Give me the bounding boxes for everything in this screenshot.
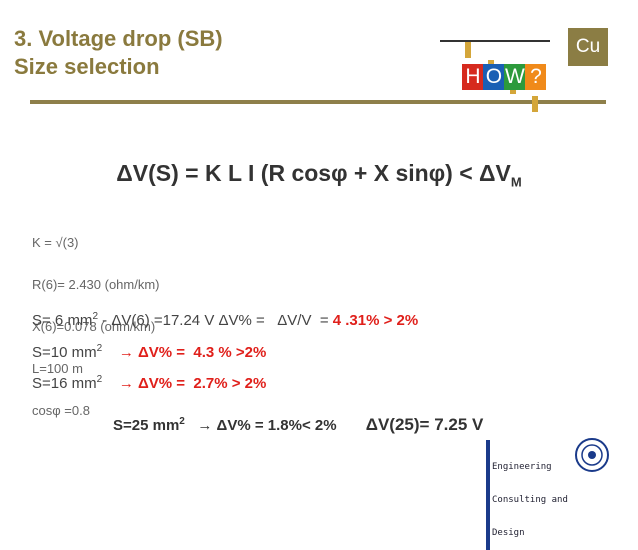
extra: ΔV(25)= 7.25 V [365, 415, 484, 434]
formula-main: ΔV(S) = K L I (R cosφ + X sinφ) < ΔV [116, 160, 511, 186]
result: S= 6 mm2 - ΔV(6) =17.24 V ΔV% = ΔV/V = 4… [32, 311, 418, 329]
footer-line: Design [492, 528, 525, 538]
footer-logo: Engineering Consulting and Design [486, 440, 568, 550]
logo-line [440, 40, 550, 42]
seal [575, 438, 609, 472]
formula-sub: M [510, 174, 522, 190]
title: 3. Voltage drop (SB) [14, 26, 223, 51]
parameter: R(6)= 2.430 (ohm/km) [32, 277, 160, 292]
logo: H O W? [458, 46, 547, 90]
footer-line: Consulting and [492, 495, 568, 505]
result-text: - ΔV(6) =17.24 V ΔV% = ΔV/V = [98, 312, 333, 329]
parameter: L=100 m [32, 361, 83, 376]
parameters: K = √(3) R(6)= 2.430 (ohm/km) X(6)=0.078… [32, 208, 160, 432]
slide: 3. Voltage drop (SB) Size selection H O W?… [0, 26, 638, 550]
badge: Cu [568, 28, 608, 66]
result-text: → ΔV% = 1.8%< 2% [197, 417, 337, 434]
logo-letter: ? [525, 64, 547, 90]
result: S=10 mm2 → ΔV% = 4.3 % >2% [32, 343, 266, 361]
size: S=25 mm [113, 417, 180, 434]
logo-letter: W [504, 64, 526, 90]
result: S=25 mm2 → ΔV% = 1.8%< 2% ΔV(25)= 7.25 V [113, 415, 483, 435]
size: S=16 mm [32, 375, 97, 392]
parameter: X(6)=0.078 (ohm/km) [32, 319, 156, 334]
parameter: cosφ =0.8 [32, 403, 90, 418]
rule [30, 100, 606, 104]
logo-letter: O [483, 64, 505, 90]
highlight: → ΔV% = 4.3 % >2% [118, 344, 267, 361]
result: S=16 mm2 → ΔV% = 2.7% > 2% [32, 374, 266, 392]
highlight: → ΔV% = 2.7% > 2% [118, 375, 267, 392]
subtitle: Size selection [14, 54, 160, 79]
sup: 2 [92, 311, 98, 322]
sup: 2 [96, 374, 103, 385]
sup: 2 [179, 416, 185, 427]
parameter: K = √(3) [32, 235, 79, 250]
formula: ΔV(S) = K L I (R cosφ + X sinφ) < ΔVM [0, 160, 638, 190]
size: S=10 mm [32, 344, 97, 361]
size: S= 6 mm [32, 312, 93, 329]
sup: 2 [96, 343, 103, 354]
highlight: 4 .31% > 2% [332, 312, 419, 329]
logo-letter: H [462, 64, 484, 90]
footer-line: Engineering [492, 462, 552, 472]
